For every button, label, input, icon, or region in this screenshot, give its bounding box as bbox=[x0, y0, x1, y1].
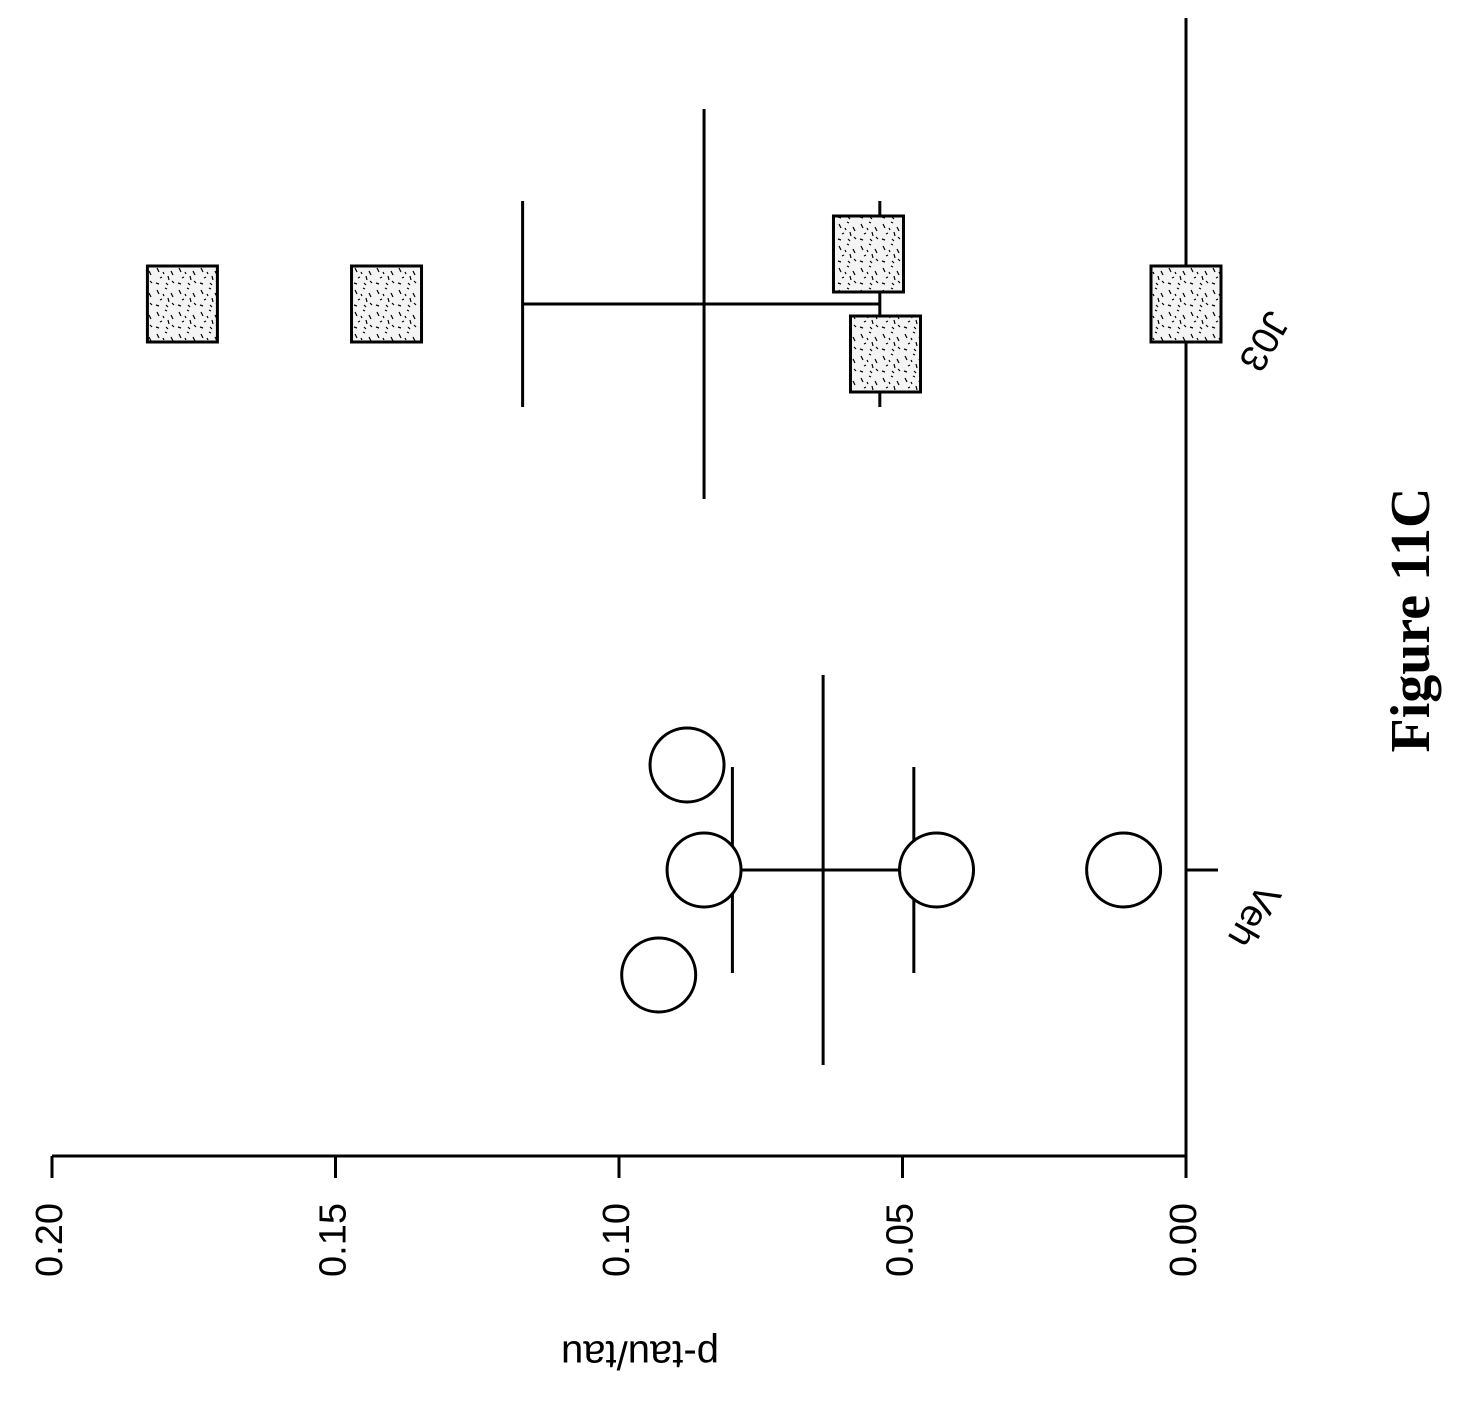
x-tick-label: Veh bbox=[1219, 877, 1288, 955]
data-point-square bbox=[848, 314, 922, 394]
data-point-square bbox=[145, 264, 219, 344]
data-point-circle bbox=[898, 831, 976, 909]
data-point-circle bbox=[648, 726, 726, 804]
category-axis-ticks: Veh J03 bbox=[1186, 302, 1297, 955]
data-point-circle bbox=[620, 936, 698, 1014]
data-point-square bbox=[831, 214, 905, 294]
y-tick-label: 0.20 bbox=[29, 1203, 71, 1277]
y-tick-label: 0.10 bbox=[596, 1203, 638, 1277]
x-tick-label: J03 bbox=[1230, 304, 1297, 378]
y-tick-label: 0.05 bbox=[880, 1203, 922, 1277]
y-tick-label: 0.15 bbox=[313, 1203, 355, 1277]
value-axis-ticks: 0.00 0.05 0.10 0.15 0.20 bbox=[29, 1156, 1205, 1277]
data-point-square bbox=[1149, 264, 1223, 344]
data-point-circle bbox=[1085, 831, 1163, 909]
y-axis-title: p-tau/tau bbox=[561, 1332, 719, 1376]
figure-caption: Figure 11C bbox=[1380, 488, 1442, 753]
data-point-square bbox=[350, 264, 424, 344]
y-tick-label: 0.00 bbox=[1163, 1203, 1205, 1277]
data-points bbox=[145, 214, 1223, 1014]
data-point-circle bbox=[665, 831, 743, 909]
